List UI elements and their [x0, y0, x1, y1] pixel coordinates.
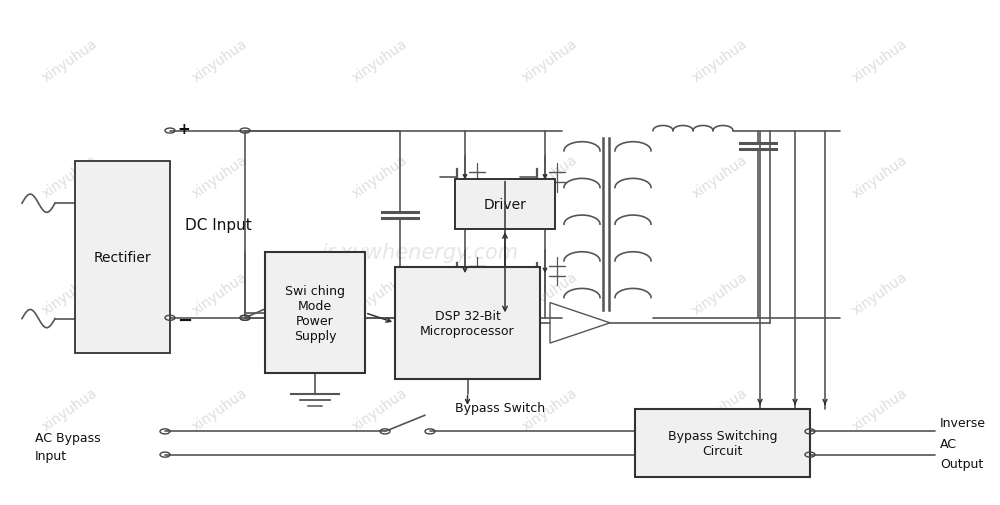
Text: xinyuhua: xinyuhua	[520, 269, 580, 317]
FancyBboxPatch shape	[395, 268, 540, 379]
Text: xinyuhua: xinyuhua	[190, 385, 250, 433]
Text: Inverse: Inverse	[940, 416, 986, 429]
Text: Input: Input	[35, 449, 67, 462]
Text: Rectifier: Rectifier	[94, 250, 151, 265]
FancyBboxPatch shape	[635, 409, 810, 477]
Text: xinyuhua: xinyuhua	[190, 36, 250, 85]
Text: Driver: Driver	[484, 197, 526, 212]
Text: xinyuhua: xinyuhua	[350, 36, 410, 85]
Text: xinyuhua: xinyuhua	[520, 153, 580, 201]
Text: xinyuhua: xinyuhua	[40, 36, 100, 85]
Text: Bypass Switching
Circuit: Bypass Switching Circuit	[668, 429, 777, 457]
Text: xinyuhua: xinyuhua	[40, 153, 100, 201]
Text: xinyuhua: xinyuhua	[690, 269, 750, 317]
Text: xinyuhua: xinyuhua	[850, 153, 910, 201]
Text: xinyuhua: xinyuhua	[850, 36, 910, 85]
Text: xinyuhua: xinyuhua	[690, 153, 750, 201]
Text: xinyuhua: xinyuhua	[520, 385, 580, 433]
Text: xinyuhua: xinyuhua	[40, 269, 100, 317]
Text: xinyuhua: xinyuhua	[190, 153, 250, 201]
Text: xinyuhua: xinyuhua	[850, 269, 910, 317]
Text: xinyuhua: xinyuhua	[520, 36, 580, 85]
Text: xinyuhua: xinyuhua	[190, 269, 250, 317]
Text: DSP 32-Bit
Microprocessor: DSP 32-Bit Microprocessor	[420, 309, 515, 337]
Text: xinyuhua: xinyuhua	[690, 36, 750, 85]
Text: Swi ching
Mode
Power
Supply: Swi ching Mode Power Supply	[285, 284, 345, 342]
FancyBboxPatch shape	[75, 162, 170, 354]
Text: Output: Output	[940, 457, 983, 470]
Text: xinyuhua: xinyuhua	[690, 385, 750, 433]
Text: xinyuhua: xinyuhua	[350, 269, 410, 317]
Text: DC Input: DC Input	[185, 217, 252, 232]
Text: xinyuhua: xinyuhua	[350, 385, 410, 433]
Text: AC Bypass: AC Bypass	[35, 432, 101, 444]
FancyBboxPatch shape	[455, 179, 555, 230]
Text: xinyuhua: xinyuhua	[850, 385, 910, 433]
Text: −: −	[177, 312, 192, 330]
Text: ir.xywhenergy.com: ir.xywhenergy.com	[321, 242, 519, 263]
FancyBboxPatch shape	[265, 252, 365, 374]
Text: xinyuhua: xinyuhua	[40, 385, 100, 433]
Text: AC: AC	[940, 437, 957, 449]
Text: xinyuhua: xinyuhua	[350, 153, 410, 201]
Text: +: +	[177, 121, 190, 136]
Text: Bypass Switch: Bypass Switch	[455, 401, 545, 414]
